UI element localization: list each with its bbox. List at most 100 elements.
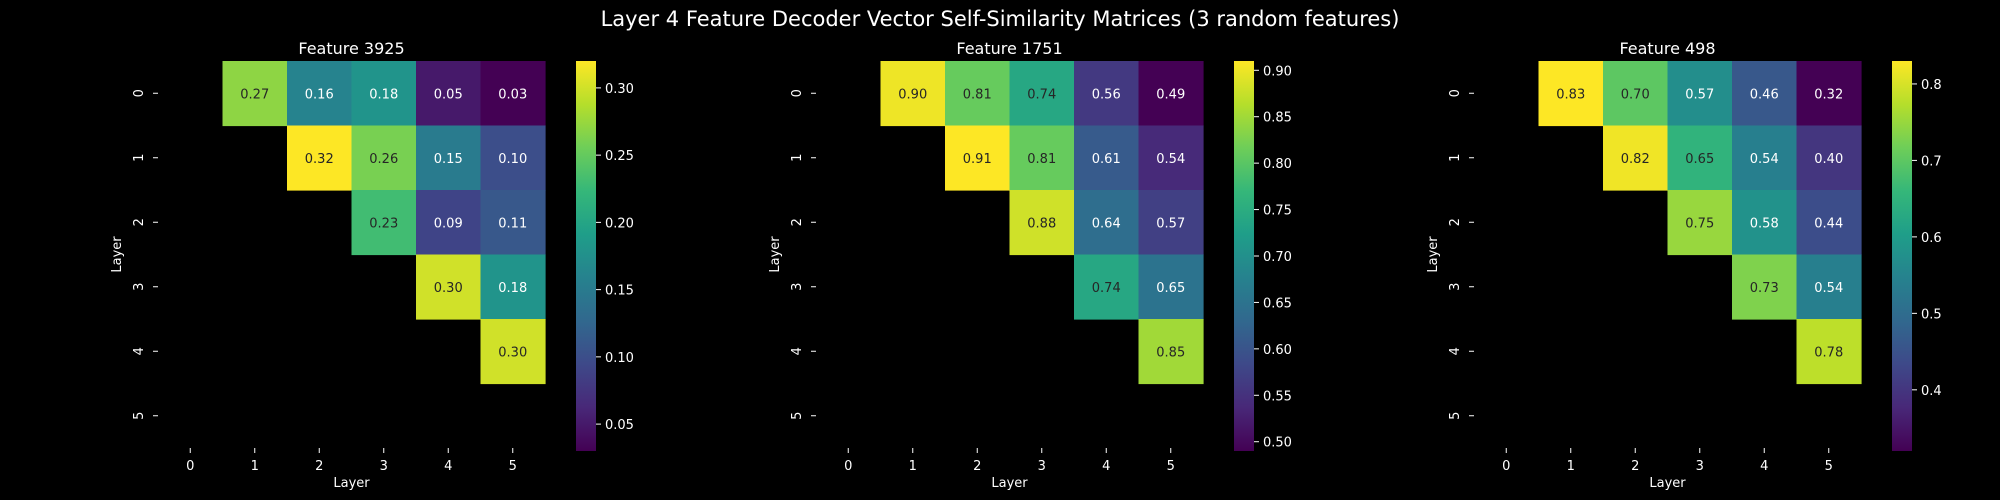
x-tick-label: 4 [444,459,452,474]
heatmap-cell [1732,125,1798,191]
x-axis-label: Layer [991,476,1028,491]
cell-value-label: 0.40 [1814,152,1843,167]
colorbar-tick-label: 0.25 [605,149,634,164]
colorbar [1892,61,1912,451]
colorbar-tick-label: 0.90 [1263,64,1292,79]
heatmap-cell [480,254,546,320]
heatmap-panel: Feature 3925 0.27 0.16 0.18 0.05 0.03 0.32 0.26… [110,39,634,491]
x-axis-label: Layer [1649,476,1686,491]
cell-value-label: 0.54 [1750,152,1779,167]
colorbar-tick-label: 0.80 [1263,157,1292,172]
cell-value-label: 0.64 [1092,216,1121,231]
cell-value-label: 0.74 [1027,87,1056,102]
cell-value-label: 0.15 [434,152,463,167]
x-tick-label: 1 [909,459,917,474]
heatmap-cell [1138,125,1204,191]
x-tick-label: 5 [1167,459,1175,474]
y-axis-label: Layer [110,236,125,273]
y-tick-label: 2 [790,218,805,226]
heatmap-cell [1732,61,1798,127]
cell-value-label: 0.26 [369,152,398,167]
x-tick-label: 5 [509,459,517,474]
y-axis-label: Layer [768,236,783,273]
colorbar-tick-label: 0.5 [1921,307,1942,322]
y-tick-label: 4 [132,347,147,355]
heatmap-cell [1009,61,1075,127]
colorbar-tick-label: 0.85 [1263,111,1292,126]
heatmap-cell [416,125,482,191]
heatmap-cell [416,190,482,256]
colorbar-tick-label: 0.60 [1263,343,1292,358]
cell-value-label: 0.70 [1621,87,1650,102]
cell-value-label: 0.65 [1156,281,1185,296]
colorbar-tick-label: 0.50 [1263,436,1292,451]
cell-value-label: 0.78 [1814,345,1843,360]
cell-value-label: 0.91 [963,152,992,167]
colorbar [1234,61,1254,451]
cell-value-label: 0.30 [498,345,527,360]
heatmap-cell [1667,61,1733,127]
y-tick-label: 3 [132,283,147,291]
heatmap-cell [1138,319,1204,385]
heatmap-cell [351,190,417,256]
cell-value-label: 0.88 [1027,216,1056,231]
y-tick-label: 4 [790,347,805,355]
x-axis-label: Layer [333,476,370,491]
heatmap-cell [1667,190,1733,256]
cell-value-label: 0.30 [434,281,463,296]
panel-title: Feature 3925 [298,39,404,58]
colorbar-tick-label: 0.20 [605,216,634,231]
cell-value-label: 0.75 [1685,216,1714,231]
y-axis-label: Layer [1426,236,1441,273]
cell-value-label: 0.90 [898,87,927,102]
x-tick-label: 3 [1696,459,1704,474]
heatmap-cell [351,125,417,191]
colorbar-tick-label: 0.70 [1263,250,1292,265]
heatmap-cell [1538,61,1604,127]
heatmap-cell [1138,61,1204,127]
y-tick-label: 5 [1448,412,1463,420]
cell-value-label: 0.56 [1092,87,1121,102]
cell-value-label: 0.10 [498,152,527,167]
heatmap-cell [416,61,482,127]
heatmap-cell [351,61,417,127]
colorbar-tick-label: 0.75 [1263,204,1292,219]
heatmap-cell [1796,61,1862,127]
cell-value-label: 0.85 [1156,345,1185,360]
colorbar-tick-label: 0.8 [1921,78,1942,93]
heatmap-cell [1732,190,1798,256]
cell-value-label: 0.81 [963,87,992,102]
cell-value-label: 0.27 [240,87,269,102]
colorbar-tick-label: 0.30 [605,82,634,97]
y-tick-label: 3 [1448,283,1463,291]
colorbar-tick-label: 0.05 [605,418,634,433]
x-tick-label: 2 [315,459,323,474]
heatmap-cell [1074,190,1140,256]
cell-value-label: 0.81 [1027,152,1056,167]
x-tick-label: 3 [380,459,388,474]
x-tick-label: 1 [1567,459,1575,474]
panel-title: Feature 1751 [956,39,1062,58]
heatmap-panels: Feature 3925 0.27 0.16 0.18 0.05 0.03 0.32 0.26… [110,39,1942,491]
cell-value-label: 0.82 [1621,152,1650,167]
colorbar-tick-label: 0.6 [1921,231,1942,246]
y-tick-label: 0 [1448,89,1463,97]
x-tick-label: 0 [186,459,194,474]
heatmap-cell [1009,125,1075,191]
cell-value-label: 0.54 [1814,281,1843,296]
y-tick-label: 0 [132,89,147,97]
heatmap-cell [1074,61,1140,127]
y-tick-label: 1 [1448,154,1463,162]
cell-value-label: 0.16 [305,87,334,102]
heatmap-cell [480,190,546,256]
heatmap-panel: Feature 1751 0.90 0.81 0.74 0.56 0.49 0.91 0.81… [768,39,1292,491]
figure-title: Layer 4 Feature Decoder Vector Self-Simi… [601,7,1400,31]
y-tick-label: 5 [790,412,805,420]
heatmap-cell [1009,190,1075,256]
x-tick-label: 4 [1102,459,1110,474]
colorbar-tick-label: 0.10 [605,351,634,366]
cell-value-label: 0.73 [1750,281,1779,296]
heatmap-cell [480,61,546,127]
